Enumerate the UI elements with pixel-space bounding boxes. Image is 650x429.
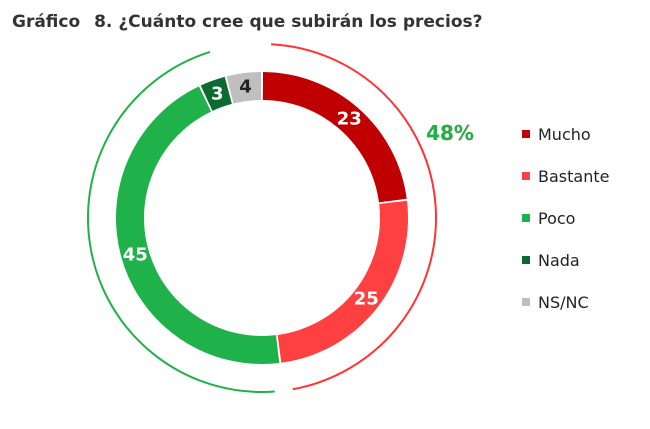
legend-item-poco: Poco (522, 197, 609, 239)
chart-title: Gráfico 8. ¿Cuánto cree que subirán los … (12, 12, 483, 32)
group-annotation-arcs (87, 43, 437, 393)
chart-title-text: ¿Cuánto cree que subirán los precios? (118, 12, 483, 32)
donut-slices (115, 72, 408, 364)
slice-nada (200, 76, 232, 111)
group-annotation-labels: 48%48% (426, 121, 474, 145)
slice-label-ns-nc: 4 (239, 77, 252, 98)
slice-ns-nc (226, 72, 262, 104)
legend-item-bastante: Bastante (522, 155, 609, 197)
legend-item-nada: Nada (522, 239, 609, 281)
group-arc-0 (271, 43, 437, 391)
legend-item-ns-nc: NS/NC (522, 281, 609, 323)
slice-label-nada: 3 (211, 83, 224, 104)
group-arc-1 (87, 51, 275, 393)
legend-swatch (522, 214, 530, 222)
legend-swatch (522, 298, 530, 306)
legend-item-mucho: Mucho (522, 113, 609, 155)
legend-swatch (522, 172, 530, 180)
slice-mucho (262, 72, 407, 203)
slice-label-poco: 45 (123, 244, 148, 265)
slice-poco (115, 86, 280, 364)
slice-bastante (277, 200, 408, 363)
legend-swatch (522, 256, 530, 264)
donut-slice-labels: 23 25 45 3 4 (123, 77, 379, 310)
chart-title-number: 8. (94, 12, 113, 32)
legend: Mucho Bastante Poco Nada NS/NC (522, 113, 609, 323)
legend-label: Nada (538, 250, 580, 270)
legend-label: Mucho (538, 124, 591, 144)
slice-label-bastante: 25 (354, 288, 379, 309)
legend-label: Poco (538, 208, 576, 228)
legend-swatch (522, 130, 530, 138)
slice-label-mucho: 23 (337, 108, 362, 129)
legend-label: Bastante (538, 166, 610, 186)
legend-label: NS/NC (538, 292, 589, 312)
chart-title-label: Gráfico (12, 12, 81, 32)
group-label-0: 48% (426, 121, 474, 145)
group-label-1: 48% (426, 121, 474, 145)
